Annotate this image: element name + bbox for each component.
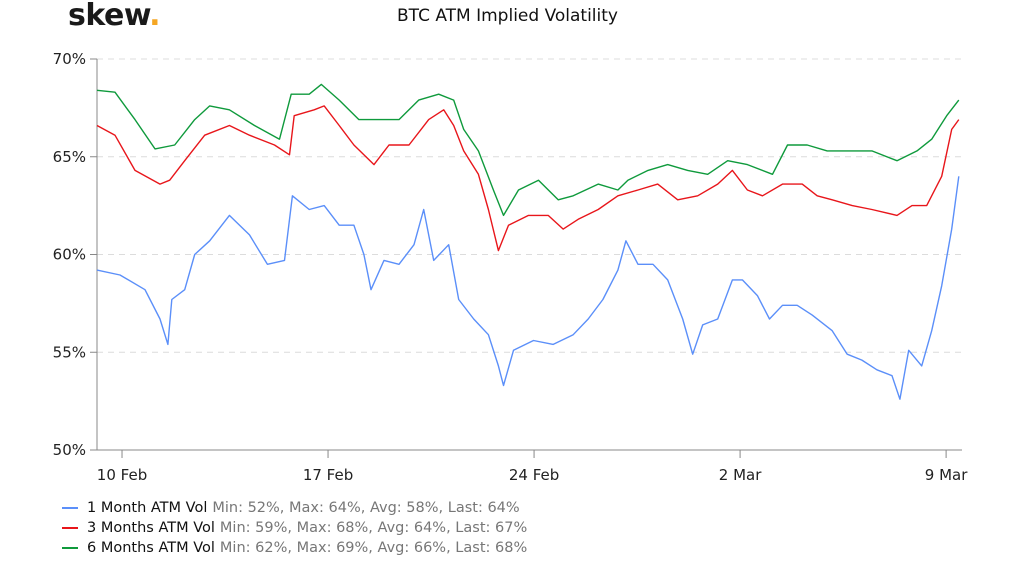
legend-swatch	[62, 527, 78, 529]
series-line-2	[96, 105, 960, 252]
legend-stats: Min: 52%, Max: 64%, Avg: 58%, Last: 64%	[212, 500, 520, 516]
y-tick-label: 65%	[53, 148, 86, 166]
logo-text: skew	[68, 0, 150, 33]
legend-label: 1 Month ATM Vol	[87, 500, 208, 516]
y-tick-label: 50%	[53, 441, 86, 459]
series-lines	[96, 83, 960, 400]
legend-item-6m[interactable]: 6 Months ATM Vol Min: 62%, Max: 69%, Avg…	[62, 538, 527, 558]
chart-title: BTC ATM Implied Volatility	[397, 6, 618, 26]
legend-stats: Min: 59%, Max: 68%, Avg: 64%, Last: 67%	[219, 520, 528, 536]
legend-stats: Min: 62%, Max: 69%, Avg: 66%, Last: 68%	[219, 540, 528, 556]
x-tick-label: 10 Feb	[97, 466, 147, 484]
gridlines	[97, 58, 962, 353]
x-tick-label: 9 Mar	[925, 466, 968, 484]
series-line-3	[96, 83, 960, 217]
series-line-1	[96, 176, 960, 400]
x-tick-label: 2 Mar	[719, 466, 762, 484]
legend-label: 3 Months ATM Vol	[87, 520, 215, 536]
skew-logo: skew.	[68, 0, 161, 33]
legend-item-1m[interactable]: 1 Month ATM Vol Min: 52%, Max: 64%, Avg:…	[62, 498, 527, 518]
y-tick-label: 55%	[53, 343, 86, 361]
y-tick-label: 60%	[53, 246, 86, 264]
x-tick-label: 17 Feb	[303, 466, 353, 484]
x-tick-label: 24 Feb	[509, 466, 559, 484]
legend-swatch	[62, 507, 78, 509]
legend-swatch	[62, 547, 78, 549]
axes: 70% 65% 60% 55% 50% 10 Feb 17 Feb 24 Feb 2 Mar 9 …	[53, 50, 969, 484]
legend-label: 6 Months ATM Vol	[87, 540, 215, 556]
legend: 1 Month ATM Vol Min: 52%, Max: 64%, Avg:…	[62, 498, 527, 558]
logo-dot: .	[149, 0, 161, 33]
legend-item-3m[interactable]: 3 Months ATM Vol Min: 59%, Max: 68%, Avg…	[62, 518, 527, 538]
y-tick-label: 70%	[53, 50, 86, 68]
